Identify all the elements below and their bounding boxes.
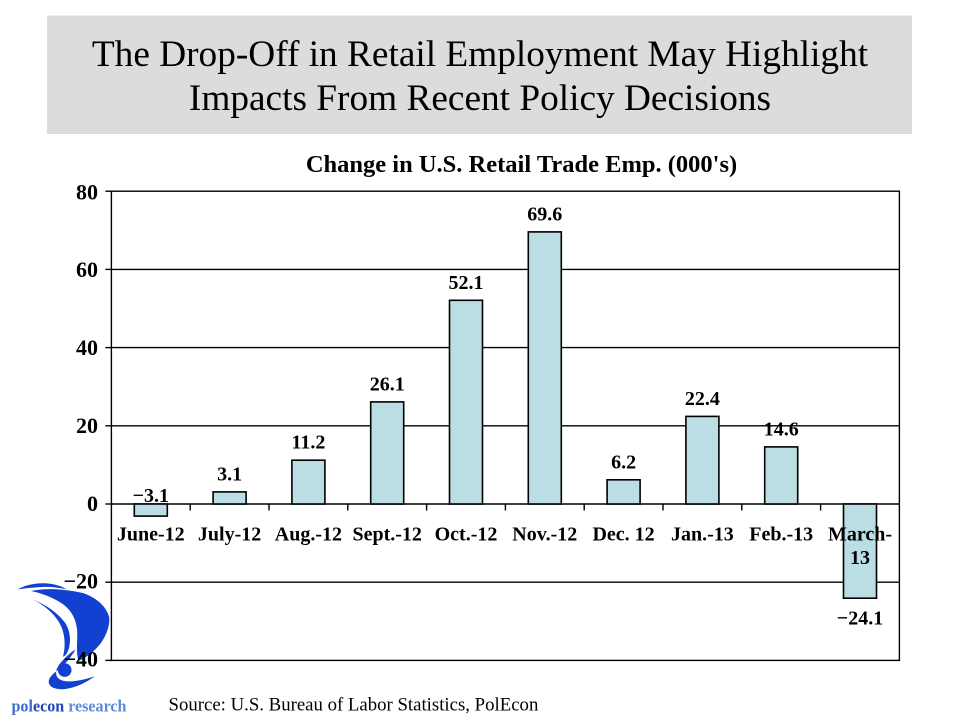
svg-text:11.2: 11.2 — [291, 432, 325, 454]
svg-text:60: 60 — [76, 257, 98, 282]
svg-text:Oct.-12: Oct.-12 — [435, 523, 498, 545]
svg-text:Aug.-12: Aug.-12 — [275, 523, 342, 545]
svg-text:−40: −40 — [63, 647, 98, 672]
svg-text:13: 13 — [850, 547, 870, 569]
svg-text:6.2: 6.2 — [611, 451, 636, 473]
svg-text:June-12: June-12 — [117, 523, 185, 545]
svg-text:14.6: 14.6 — [764, 418, 799, 440]
svg-text:March-: March- — [828, 523, 892, 545]
svg-text:22.4: 22.4 — [685, 388, 720, 410]
svg-text:Impacts From Recent Policy Dec: Impacts From Recent Policy Decisions — [189, 78, 771, 119]
svg-text:3.1: 3.1 — [217, 463, 242, 485]
svg-text:Nov.-12: Nov.-12 — [512, 523, 577, 545]
svg-text:Change in U.S. Retail Trade Em: Change in U.S. Retail Trade Emp. (000's) — [306, 151, 737, 178]
svg-text:July-12: July-12 — [198, 523, 261, 545]
svg-text:20: 20 — [76, 413, 98, 438]
svg-text:26.1: 26.1 — [370, 373, 405, 395]
svg-text:Dec. 12: Dec. 12 — [592, 523, 654, 545]
svg-text:Source: U.S. Bureau of Labor S: Source: U.S. Bureau of Labor Statistics,… — [169, 695, 539, 716]
svg-text:40: 40 — [76, 335, 98, 360]
svg-text:69.6: 69.6 — [527, 203, 562, 225]
svg-text:The Drop-Off in Retail Employm: The Drop-Off in Retail Employment May Hi… — [92, 34, 869, 75]
svg-text:0: 0 — [87, 491, 98, 516]
svg-text:−3.1: −3.1 — [133, 485, 169, 507]
svg-text:80: 80 — [76, 179, 98, 204]
svg-text:−20: −20 — [63, 569, 98, 594]
svg-text:Jan.-13: Jan.-13 — [671, 523, 734, 545]
svg-text:−24.1: −24.1 — [837, 608, 883, 630]
svg-text:52.1: 52.1 — [449, 272, 484, 294]
svg-text:Sept.-12: Sept.-12 — [352, 523, 421, 545]
svg-text:polecon research: polecon research — [12, 696, 127, 715]
svg-text:Feb.-13: Feb.-13 — [749, 523, 813, 545]
